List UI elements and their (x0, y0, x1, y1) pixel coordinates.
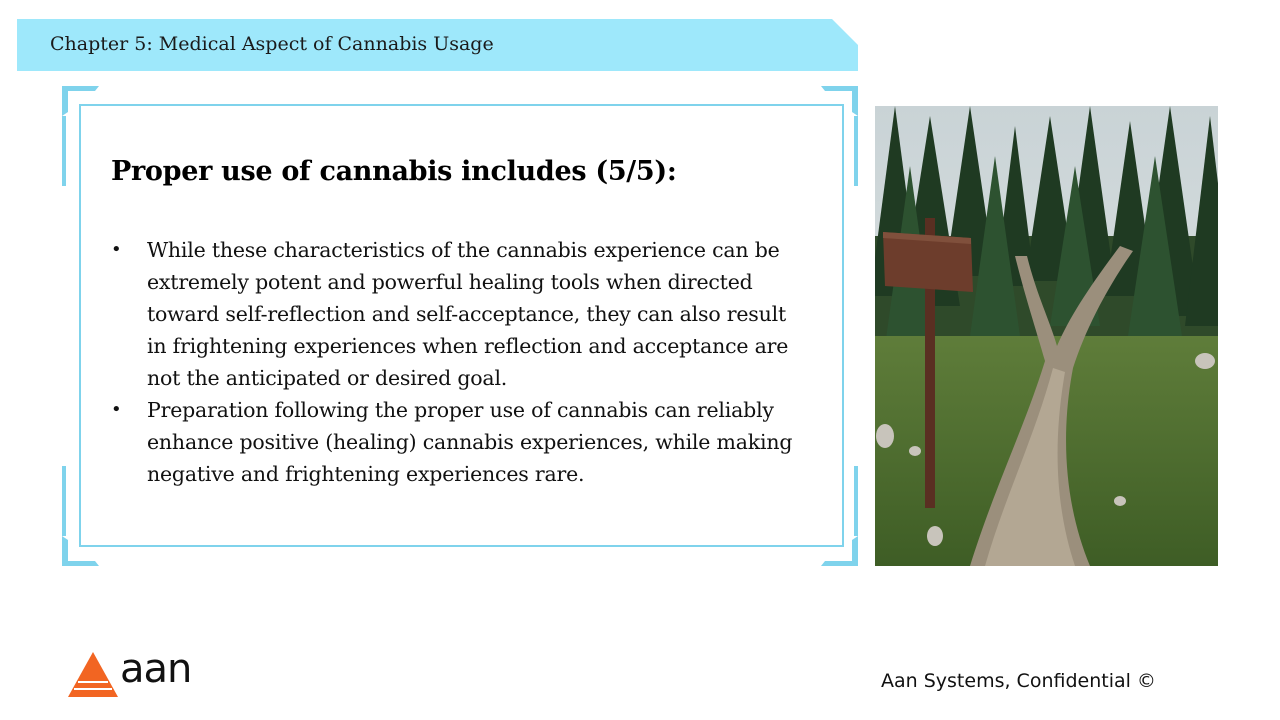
content-box: Proper use of cannabis includes (5/5): •… (79, 104, 844, 547)
chapter-title: Chapter 5: Medical Aspect of Cannabis Us… (50, 33, 494, 55)
frame-brackets (62, 86, 858, 566)
bullet-text: While these characteristics of the canna… (147, 238, 789, 390)
confidential-notice: Aan Systems, Confidential © (881, 670, 1156, 692)
bullet-marker: • (111, 399, 122, 420)
forest-trail-photo (875, 106, 1218, 566)
aan-logo: aan (68, 646, 198, 700)
content-frame (62, 86, 858, 566)
logo-wordmark: aan (120, 646, 192, 692)
bullet-text: Preparation following the proper use of … (147, 398, 793, 486)
bullet-item: • While these characteristics of the can… (111, 234, 811, 394)
bullet-list: • While these characteristics of the can… (111, 234, 811, 490)
forest-fork-trail-photo-icon (875, 106, 1218, 566)
aan-logo-triangle-icon (68, 652, 118, 697)
bullet-item: • Preparation following the proper use o… (111, 394, 811, 490)
slide-heading: Proper use of cannabis includes (5/5): (111, 156, 677, 187)
chapter-banner: Chapter 5: Medical Aspect of Cannabis Us… (17, 19, 858, 71)
banner-shape (17, 19, 858, 71)
bullet-marker: • (111, 239, 122, 260)
